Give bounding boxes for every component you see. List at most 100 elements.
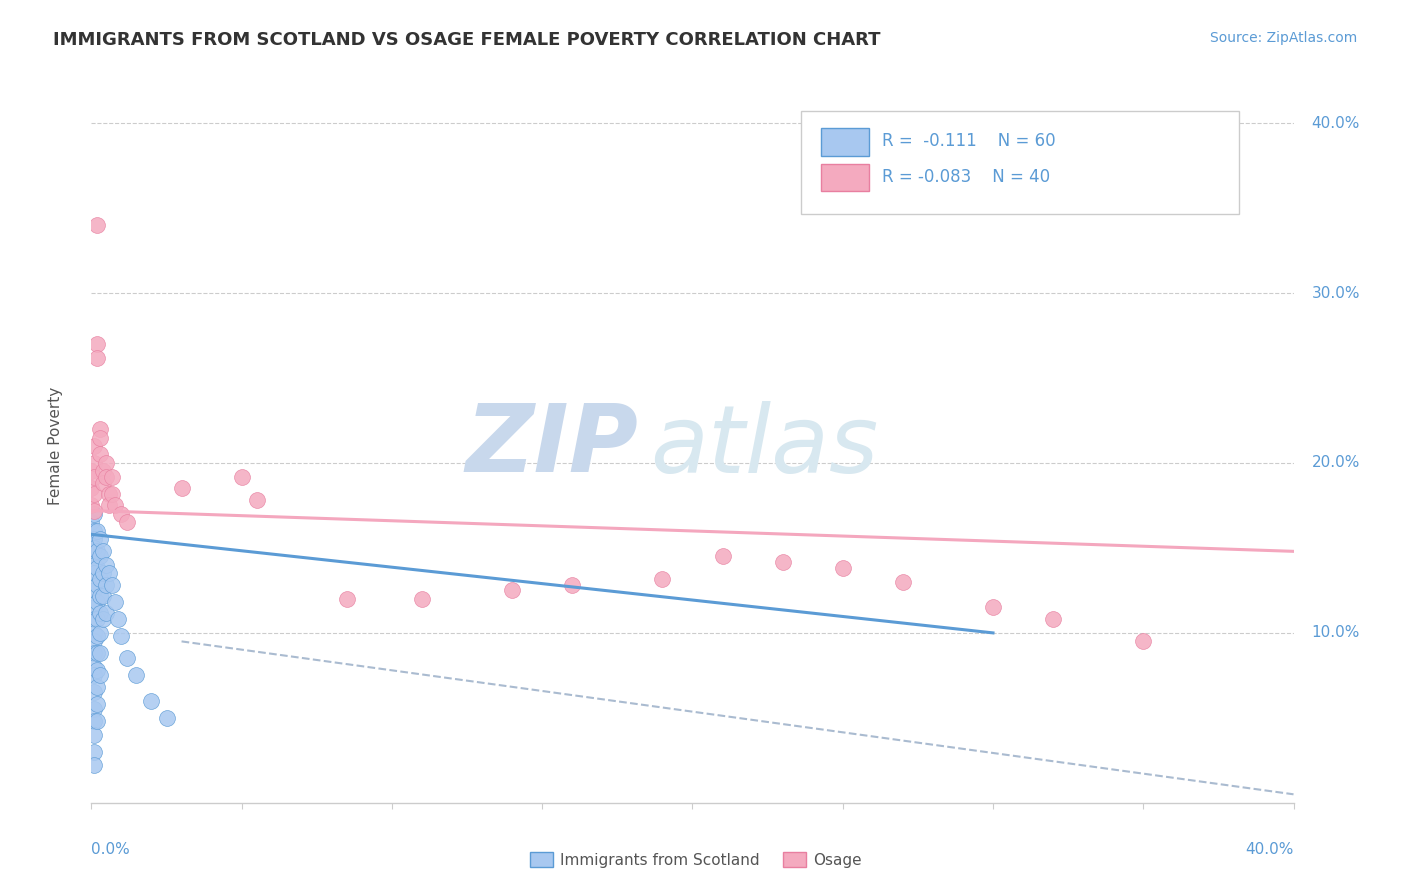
Point: [246, 493, 269, 508]
Text: ZIP: ZIP: [465, 400, 638, 492]
Point: [83, 660, 105, 674]
Point: [89, 448, 111, 462]
Point: [80, 516, 103, 530]
Point: [98, 486, 121, 500]
Point: [83, 626, 105, 640]
Point: [104, 595, 127, 609]
Point: [83, 541, 105, 555]
Point: [86, 561, 108, 575]
Point: [83, 758, 105, 772]
Text: R = -0.083    N = 40: R = -0.083 N = 40: [883, 168, 1050, 186]
Point: [336, 591, 359, 606]
Point: [89, 626, 111, 640]
Point: [86, 337, 108, 351]
Point: [83, 469, 105, 483]
Point: [93, 589, 115, 603]
Point: [501, 583, 523, 598]
Point: [96, 606, 118, 620]
Point: [101, 486, 124, 500]
Point: [83, 646, 105, 660]
Point: [93, 566, 115, 581]
Point: [80, 533, 103, 547]
Point: [83, 533, 105, 547]
Point: [89, 606, 111, 620]
Text: 30.0%: 30.0%: [1312, 285, 1360, 301]
Point: [86, 646, 108, 660]
Point: [411, 591, 433, 606]
Point: [89, 422, 111, 436]
Legend: Immigrants from Scotland, Osage: Immigrants from Scotland, Osage: [523, 846, 869, 873]
Point: [83, 439, 105, 453]
Point: [86, 698, 108, 712]
Point: [93, 476, 115, 491]
Point: [83, 634, 105, 648]
Point: [83, 612, 105, 626]
Point: [89, 430, 111, 444]
Point: [83, 745, 105, 759]
Text: 40.0%: 40.0%: [1246, 842, 1294, 857]
Point: [891, 574, 914, 589]
Point: [89, 572, 111, 586]
Point: [651, 572, 673, 586]
FancyBboxPatch shape: [800, 111, 1240, 214]
Text: 10.0%: 10.0%: [1312, 625, 1360, 640]
Point: [83, 668, 105, 682]
Point: [83, 685, 105, 699]
Point: [86, 578, 108, 592]
Point: [117, 516, 139, 530]
Point: [86, 544, 108, 558]
Point: [83, 583, 105, 598]
Point: [89, 646, 111, 660]
Text: R =  -0.111    N = 60: R = -0.111 N = 60: [883, 132, 1056, 150]
Point: [110, 629, 132, 643]
Point: [86, 714, 108, 729]
Text: 20.0%: 20.0%: [1312, 456, 1360, 470]
FancyBboxPatch shape: [821, 164, 869, 191]
Point: [83, 486, 105, 500]
Point: [107, 612, 129, 626]
Point: [96, 469, 118, 483]
Point: [89, 668, 111, 682]
Point: [711, 549, 734, 564]
Point: [101, 578, 124, 592]
Point: [83, 558, 105, 572]
Point: [83, 714, 105, 729]
Point: [93, 465, 115, 479]
Point: [86, 351, 108, 365]
Point: [981, 600, 1004, 615]
Text: 40.0%: 40.0%: [1312, 116, 1360, 131]
Point: [80, 465, 103, 479]
Point: [561, 578, 583, 592]
Point: [104, 499, 127, 513]
Point: [83, 566, 105, 581]
Point: [231, 469, 253, 483]
Point: [93, 612, 115, 626]
Point: [1132, 634, 1154, 648]
Text: Source: ZipAtlas.com: Source: ZipAtlas.com: [1209, 31, 1357, 45]
Text: 0.0%: 0.0%: [91, 842, 131, 857]
Point: [83, 728, 105, 742]
Point: [80, 549, 103, 564]
Point: [86, 680, 108, 694]
Point: [80, 482, 103, 496]
Point: [86, 595, 108, 609]
Point: [117, 651, 139, 665]
Point: [83, 503, 105, 517]
Point: [141, 694, 163, 708]
Point: [80, 499, 103, 513]
Point: [83, 507, 105, 521]
Point: [155, 711, 177, 725]
Point: [170, 482, 193, 496]
Text: Female Poverty: Female Poverty: [48, 387, 63, 505]
Point: [1042, 612, 1064, 626]
Text: atlas: atlas: [651, 401, 879, 491]
Point: [96, 578, 118, 592]
Point: [110, 507, 132, 521]
Point: [83, 524, 105, 538]
FancyBboxPatch shape: [821, 128, 869, 155]
Point: [83, 702, 105, 716]
Point: [98, 499, 121, 513]
Point: [83, 456, 105, 470]
Point: [89, 589, 111, 603]
Point: [86, 663, 108, 677]
